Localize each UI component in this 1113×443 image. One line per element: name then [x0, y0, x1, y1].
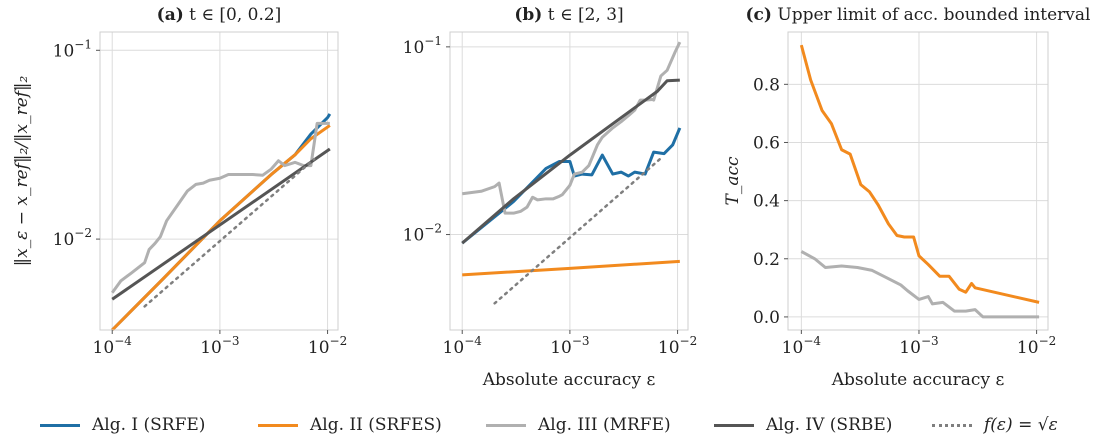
- y-axis-label-3: T_acc: [723, 156, 743, 205]
- x-tick-label-1-2: 10−2: [308, 334, 347, 358]
- legend-label-alg-ii: Alg. II (SRFES): [310, 415, 442, 435]
- x-tick-label-1-1: 10−3: [200, 334, 239, 358]
- y-tick-label-3-0: 0.0: [753, 308, 780, 328]
- series-line-s4-panel-2: [461, 78, 680, 245]
- x-tick-label-2-0: 10−4: [443, 334, 483, 358]
- legend-swatch-alg-iii: [486, 423, 526, 427]
- y-tick-label-3-3: 0.6: [753, 133, 780, 153]
- legend-item-alg-iv: Alg. IV (SRBE): [714, 410, 892, 440]
- series-line-s4-panel-1: [111, 147, 331, 301]
- series-line-s2-panel-1: [111, 124, 331, 332]
- chart-title-2: (b) t ∈ [2, 3]: [514, 5, 623, 25]
- legend-label-alg-iii: Alg. III (MRFE): [538, 415, 671, 435]
- chart-panel-2: 10−4 10−3 10−2 10−2 10−1 (b) t ∈ [2, 3] Absolu…: [403, 5, 698, 390]
- series-line-s3-panel-1: [111, 121, 330, 294]
- chart-panel-3: 10−4 10−3 10−2 0.0 0.2 0.4 0.6 0.8 (c) Upper lim…: [723, 5, 1090, 390]
- legend-item-alg-i: Alg. I (SRFE): [40, 410, 205, 440]
- legend-label-alg-i: Alg. I (SRFE): [92, 415, 206, 435]
- legend-swatch-alg-ii: [258, 423, 298, 427]
- y-tick-label-1-0: 10−2: [53, 226, 92, 250]
- chart-panel-1: 10−4 10−3 10−2 10−2 10−1 (a) t ∈ [0, 0.2] ‖x_ε…: [12, 5, 347, 358]
- legend-swatch-alg-i: [40, 423, 80, 427]
- series-line-s3-panel-2: [462, 41, 682, 215]
- legend-label-reference: f(ε) = √ε: [984, 415, 1058, 435]
- x-tick-label-1-0: 10−4: [93, 334, 133, 358]
- chart-title-3: (c) Upper limit of acc. bounded interval: [746, 5, 1091, 25]
- series-line-s3-panel-3: [800, 250, 1040, 319]
- x-tick-label-3-2: 10−2: [1017, 334, 1056, 358]
- y-tick-label-3-2: 0.4: [753, 192, 780, 212]
- y-axis-label-1: ‖x_ε − x_ref‖₂/‖x_ref‖₂: [12, 75, 32, 266]
- plot-frame-2: [449, 31, 689, 331]
- series-line-ref-panel-2: [493, 156, 663, 305]
- x-tick-label-2-2: 10−2: [658, 334, 697, 358]
- legend-label-alg-iv: Alg. IV (SRBE): [766, 415, 893, 435]
- y-tick-label-2-0: 10−2: [403, 222, 442, 246]
- legend-item-alg-ii: Alg. II (SRFES): [258, 410, 442, 440]
- x-tick-label-3-0: 10−4: [782, 334, 822, 358]
- plot-frame-3: [787, 31, 1049, 331]
- series-line-s2-panel-3: [799, 44, 1040, 304]
- legend-swatch-reference: [932, 423, 972, 427]
- series-line-ref-panel-1: [143, 157, 316, 308]
- x-tick-label-3-1: 10−3: [899, 334, 938, 358]
- x-tick-label-2-1: 10−3: [550, 334, 589, 358]
- figure: 10−4 10−3 10−2 10−2 10−1 (a) t ∈ [0, 0.2] ‖x_ε…: [12, 5, 1090, 390]
- y-tick-label-3-4: 0.8: [753, 75, 780, 95]
- legend-item-reference: f(ε) = √ε: [932, 410, 1058, 440]
- series-line-s2-panel-2: [462, 259, 680, 277]
- legend-item-alg-iii: Alg. III (MRFE): [486, 410, 671, 440]
- y-tick-label-2-1: 10−1: [403, 34, 442, 58]
- y-tick-label-1-1: 10−1: [53, 37, 92, 61]
- chart-title-1: (a) t ∈ [0, 0.2]: [157, 5, 282, 25]
- legend-swatch-alg-iv: [714, 423, 754, 427]
- y-tick-label-3-1: 0.2: [753, 250, 780, 270]
- x-axis-label-2: Absolute accuracy ε: [482, 370, 656, 390]
- plot-frame-1: [99, 31, 339, 331]
- series-line-s1-panel-2: [461, 127, 682, 245]
- legend: Alg. I (SRFE) Alg. II (SRFES) Alg. III (…: [40, 410, 1113, 440]
- x-axis-label-3: Absolute accuracy ε: [831, 370, 1005, 390]
